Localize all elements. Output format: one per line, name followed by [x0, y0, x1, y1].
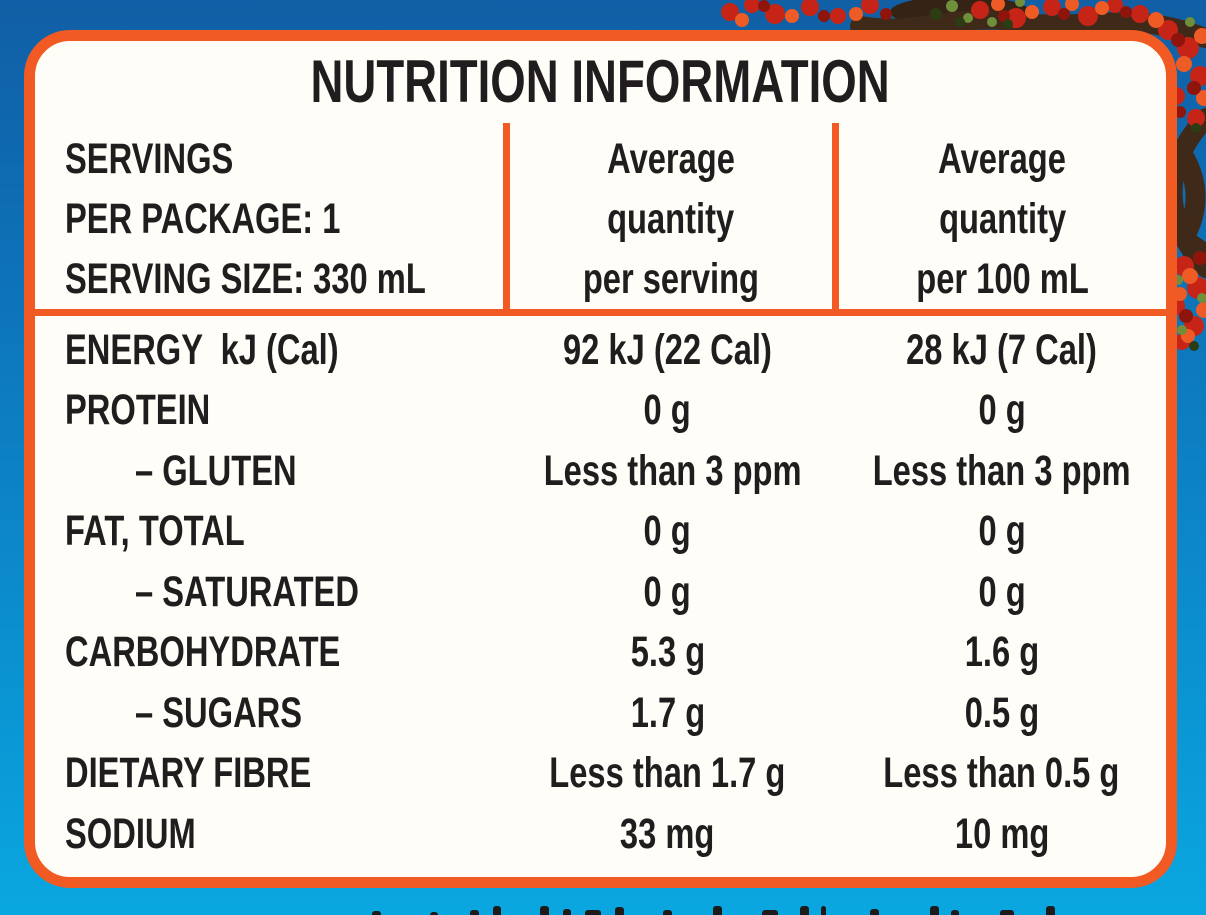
value-saturated-per-100ml: 0 g: [978, 567, 1026, 616]
row-label-saturated: – SATURATED: [135, 567, 359, 616]
flowering-tree-decoration-icon: [721, 0, 1206, 351]
panel-title: NUTRITION INFORMATION: [310, 48, 891, 115]
value-sodium-per-100ml: 10 mg: [954, 809, 1049, 858]
row-label-gluten: – GLUTEN: [135, 446, 297, 495]
value-carbohydrate-per-100ml: 1.6 g: [964, 628, 1039, 677]
value-saturated-per-serving: 0 g: [643, 567, 692, 616]
value-energy-per-100ml: 28 kJ (7 Cal): [906, 325, 1098, 374]
row-label-carbohydrate: CARBOHYDRATE: [65, 628, 341, 677]
value-fat-per-serving: 0 g: [643, 507, 692, 556]
header-average-per-serving: Average quantity per serving: [503, 123, 832, 309]
value-energy-per-serving: 92 kJ (22 Cal): [563, 325, 772, 374]
table-header-row: SERVINGS PER PACKAGE: 1 SERVING SIZE: 33…: [35, 123, 1166, 316]
nutrition-table-body: ENERGY kJ (Cal) 92 kJ (22 Cal) 28 kJ (7 …: [35, 316, 1166, 865]
nutrition-information-panel: NUTRITION INFORMATION SERVINGS PER PACKA…: [24, 30, 1177, 888]
row-label-energy: ENERGY kJ (Cal): [65, 325, 339, 374]
row-label-protein: PROTEIN: [65, 386, 211, 435]
header-servings: SERVINGS PER PACKAGE: 1 SERVING SIZE: 33…: [65, 135, 426, 303]
value-fat-per-100ml: 0 g: [978, 507, 1026, 556]
value-carbohydrate-per-serving: 5.3 g: [630, 628, 705, 677]
value-sugars-per-serving: 1.7 g: [630, 688, 705, 737]
row-label-fat-total: FAT, TOTAL: [65, 507, 245, 556]
value-fibre-per-serving: Less than 1.7 g: [549, 749, 786, 798]
value-protein-per-100ml: 0 g: [978, 386, 1026, 435]
value-sugars-per-100ml: 0.5 g: [964, 688, 1039, 737]
row-label-sodium: SODIUM: [65, 809, 196, 858]
row-label-dietary-fibre: DIETARY FIBRE: [65, 749, 312, 798]
cropped-bottom-text: [0, 903, 1206, 915]
value-sodium-per-serving: 33 mg: [620, 809, 715, 858]
value-gluten-per-serving: Less than 3 ppm: [543, 446, 802, 495]
value-protein-per-serving: 0 g: [643, 386, 692, 435]
value-gluten-per-100ml: Less than 3 ppm: [872, 446, 1131, 495]
header-average-per-100ml: Average quantity per 100 mL: [832, 123, 1166, 309]
value-fibre-per-100ml: Less than 0.5 g: [883, 749, 1120, 798]
row-label-sugars: – SUGARS: [135, 688, 303, 737]
